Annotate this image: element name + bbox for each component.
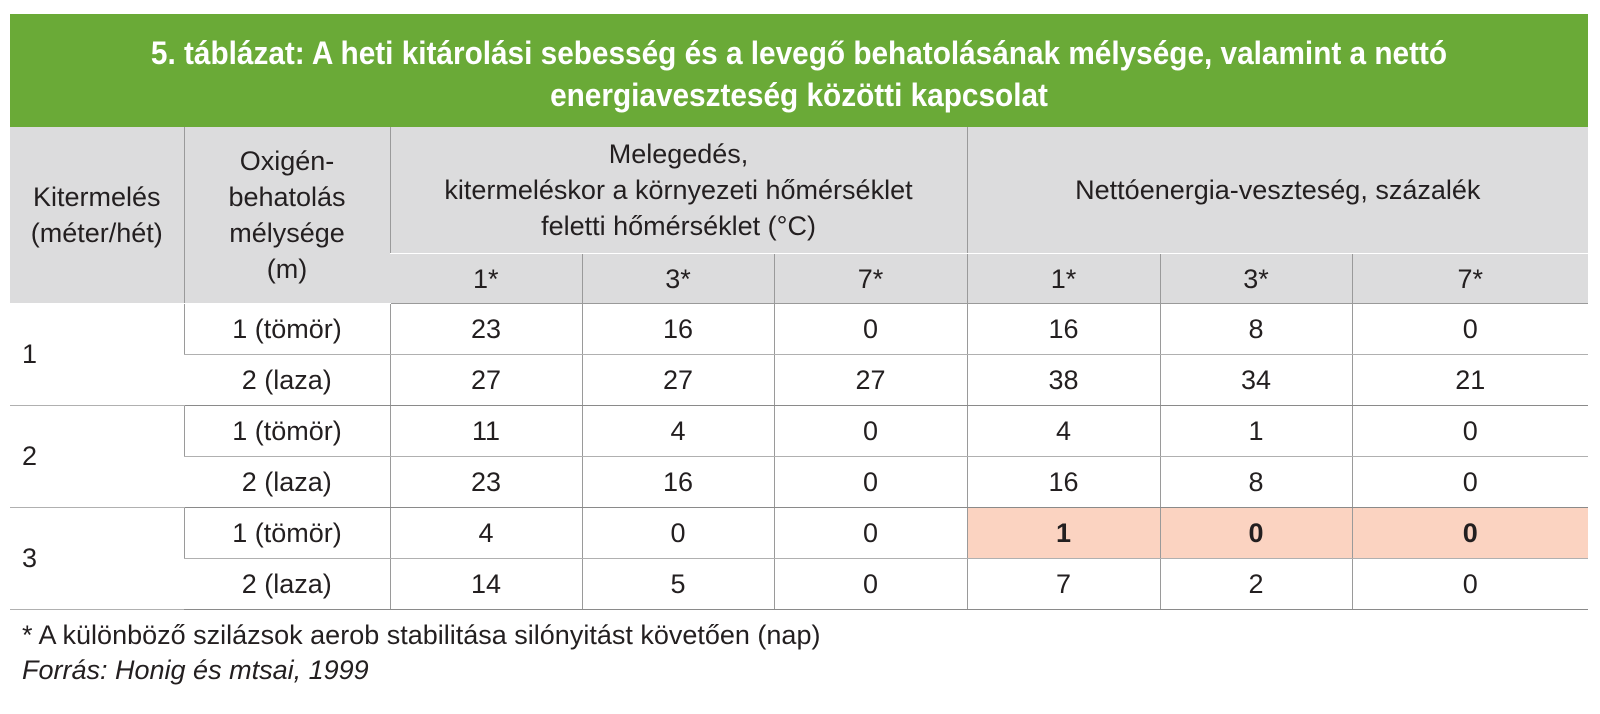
value-cell: 0	[773, 405, 968, 457]
subheader-cell: 3*	[581, 253, 774, 304]
value-cell: 0	[773, 456, 968, 508]
subheader-cell: 7*	[773, 253, 968, 304]
table-row: 1 1 (tömör) 23 16 0 16 8 0	[10, 303, 1589, 406]
table-title: 5. táblázat: A heti kitárolási sebesség …	[10, 14, 1588, 127]
value-cell: 23	[389, 303, 582, 355]
highlighted-value-cell: 0	[1351, 507, 1589, 559]
value-cell: 34	[1159, 354, 1353, 406]
value-cell: 0	[1351, 456, 1589, 508]
value-cell: 23	[389, 456, 582, 508]
header-oxygen-depth: Oxigén-behatolás mélysége (m)	[183, 127, 390, 304]
depth-cell: 1 (tömör)	[183, 507, 390, 559]
value-cell: 4	[389, 507, 582, 559]
value-cell: 16	[966, 303, 1161, 355]
data-table: Kitermelés (méter/hét) Oxigén-behatolás mé…	[10, 127, 1589, 610]
source-note: Forrás: Honig és mtsai, 1999	[22, 655, 369, 685]
table-row: 2 1 (tömör) 11 4 0 4 1 0	[10, 405, 1589, 508]
value-cell: 38	[966, 354, 1161, 406]
subheader-cell: 1*	[966, 253, 1161, 304]
footnote: * A különböző szilázsok aerob stabilitás…	[22, 620, 821, 650]
value-cell: 7	[966, 558, 1161, 610]
value-cell: 16	[581, 303, 774, 355]
value-cell: 0	[581, 507, 774, 559]
value-cell: 27	[581, 354, 774, 406]
depth-cell: 2 (laza)	[184, 456, 390, 508]
header-warming-group: Melegedés, kitermeléskor a környezeti hőm…	[389, 127, 968, 254]
table-title-text: 5. táblázat: A heti kitárolási sebesség …	[150, 34, 1448, 113]
depth-cell: 2 (laza)	[184, 354, 390, 406]
value-cell: 4	[581, 405, 774, 457]
table-row: 2 (laza) 14 5 0 7 2 0	[10, 558, 1589, 610]
value-cell: 1	[1159, 405, 1353, 457]
highlighted-value-cell: 1	[966, 507, 1161, 559]
production-cell: 2	[10, 405, 184, 508]
value-cell: 14	[389, 558, 582, 610]
value-cell: 0	[773, 558, 968, 610]
production-cell: 3	[10, 507, 184, 610]
value-cell: 0	[1351, 303, 1589, 355]
value-cell: 5	[581, 558, 774, 610]
subheader-cell: 7*	[1351, 253, 1589, 304]
value-cell: 0	[1351, 405, 1589, 457]
table-row: 2 (laza) 23 16 0 16 8 0	[10, 456, 1589, 508]
value-cell: 16	[966, 456, 1161, 508]
highlighted-value-cell: 0	[1159, 507, 1353, 559]
value-cell: 0	[773, 303, 968, 355]
value-cell: 21	[1351, 354, 1589, 406]
value-cell: 8	[1159, 303, 1353, 355]
value-cell: 27	[773, 354, 968, 406]
depth-cell: 1 (tömör)	[183, 303, 390, 355]
value-cell: 11	[389, 405, 582, 457]
header-energy-loss-group: Nettóenergia-veszteség, százalék	[966, 127, 1589, 254]
value-cell: 4	[966, 405, 1161, 457]
value-cell: 16	[581, 456, 774, 508]
depth-cell: 2 (laza)	[184, 558, 390, 610]
value-cell: 0	[1351, 558, 1589, 610]
table-row: 2 (laza) 27 27 27 38 34 21	[10, 354, 1589, 406]
value-cell: 2	[1159, 558, 1353, 610]
subheader-cell: 3*	[1159, 253, 1353, 304]
depth-cell: 1 (tömör)	[183, 405, 390, 457]
production-cell: 1	[10, 303, 184, 406]
table-row: 3 1 (tömör) 4 0 0 1 0 0	[10, 507, 1589, 610]
value-cell: 8	[1159, 456, 1353, 508]
subheader-cell: 1*	[390, 253, 582, 304]
value-cell: 0	[773, 507, 968, 559]
value-cell: 27	[389, 354, 582, 406]
header-production: Kitermelés (méter/hét)	[10, 127, 184, 304]
